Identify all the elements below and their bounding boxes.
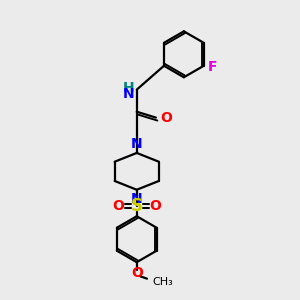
Text: N: N (130, 136, 142, 151)
Text: F: F (208, 60, 218, 74)
Text: H: H (123, 81, 134, 95)
Text: S: S (131, 197, 143, 215)
Text: O: O (149, 199, 161, 213)
Text: CH₃: CH₃ (152, 277, 173, 286)
Text: O: O (160, 111, 172, 125)
Text: N: N (123, 87, 134, 101)
Text: O: O (112, 199, 124, 213)
Text: N: N (130, 192, 142, 206)
Text: O: O (131, 266, 143, 280)
